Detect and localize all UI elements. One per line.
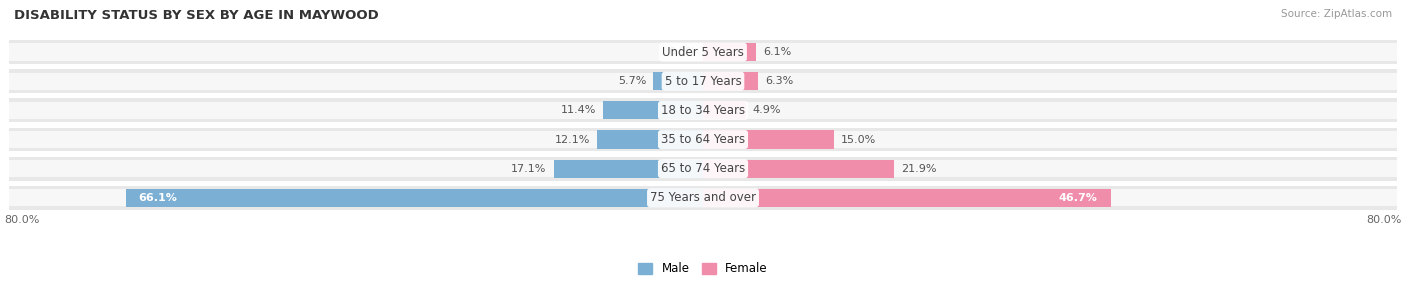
Text: 66.1%: 66.1% <box>139 193 177 203</box>
Text: 5 to 17 Years: 5 to 17 Years <box>665 75 741 88</box>
Bar <box>8 157 1398 181</box>
Text: 80.0%: 80.0% <box>4 215 39 225</box>
Bar <box>8 69 1398 93</box>
Bar <box>8 160 1398 177</box>
Bar <box>703 130 834 149</box>
Text: Under 5 Years: Under 5 Years <box>662 46 744 59</box>
Text: 75 Years and over: 75 Years and over <box>650 191 756 204</box>
Bar <box>554 160 703 178</box>
Text: 80.0%: 80.0% <box>1367 215 1402 225</box>
Bar <box>8 73 1398 90</box>
Text: 12.1%: 12.1% <box>555 135 591 144</box>
Text: 5.7%: 5.7% <box>617 76 647 86</box>
Text: 15.0%: 15.0% <box>841 135 876 144</box>
Text: 65 to 74 Years: 65 to 74 Years <box>661 162 745 175</box>
Bar <box>703 43 756 61</box>
Text: 35 to 64 Years: 35 to 64 Years <box>661 133 745 146</box>
Bar <box>8 189 1398 206</box>
Text: Source: ZipAtlas.com: Source: ZipAtlas.com <box>1281 9 1392 19</box>
Bar <box>8 186 1398 210</box>
Text: 21.9%: 21.9% <box>901 164 936 174</box>
Bar <box>598 130 703 149</box>
Bar <box>703 72 758 90</box>
Text: 46.7%: 46.7% <box>1059 193 1098 203</box>
Bar <box>703 189 1111 207</box>
Bar <box>8 128 1398 151</box>
Bar <box>703 101 745 119</box>
Text: 18 to 34 Years: 18 to 34 Years <box>661 104 745 117</box>
Bar <box>8 98 1398 122</box>
Text: 17.1%: 17.1% <box>512 164 547 174</box>
Bar <box>125 189 703 207</box>
Text: 11.4%: 11.4% <box>561 105 596 116</box>
Bar <box>654 72 703 90</box>
Legend: Male, Female: Male, Female <box>634 258 772 280</box>
Text: 6.1%: 6.1% <box>763 47 792 57</box>
Bar <box>8 40 1398 64</box>
Bar <box>703 160 894 178</box>
Text: DISABILITY STATUS BY SEX BY AGE IN MAYWOOD: DISABILITY STATUS BY SEX BY AGE IN MAYWO… <box>14 9 378 22</box>
Bar <box>603 101 703 119</box>
Bar <box>8 131 1398 148</box>
Text: 0.0%: 0.0% <box>668 47 696 57</box>
Text: 6.3%: 6.3% <box>765 76 793 86</box>
Bar <box>8 43 1398 61</box>
Text: 4.9%: 4.9% <box>752 105 782 116</box>
Bar <box>8 102 1398 119</box>
